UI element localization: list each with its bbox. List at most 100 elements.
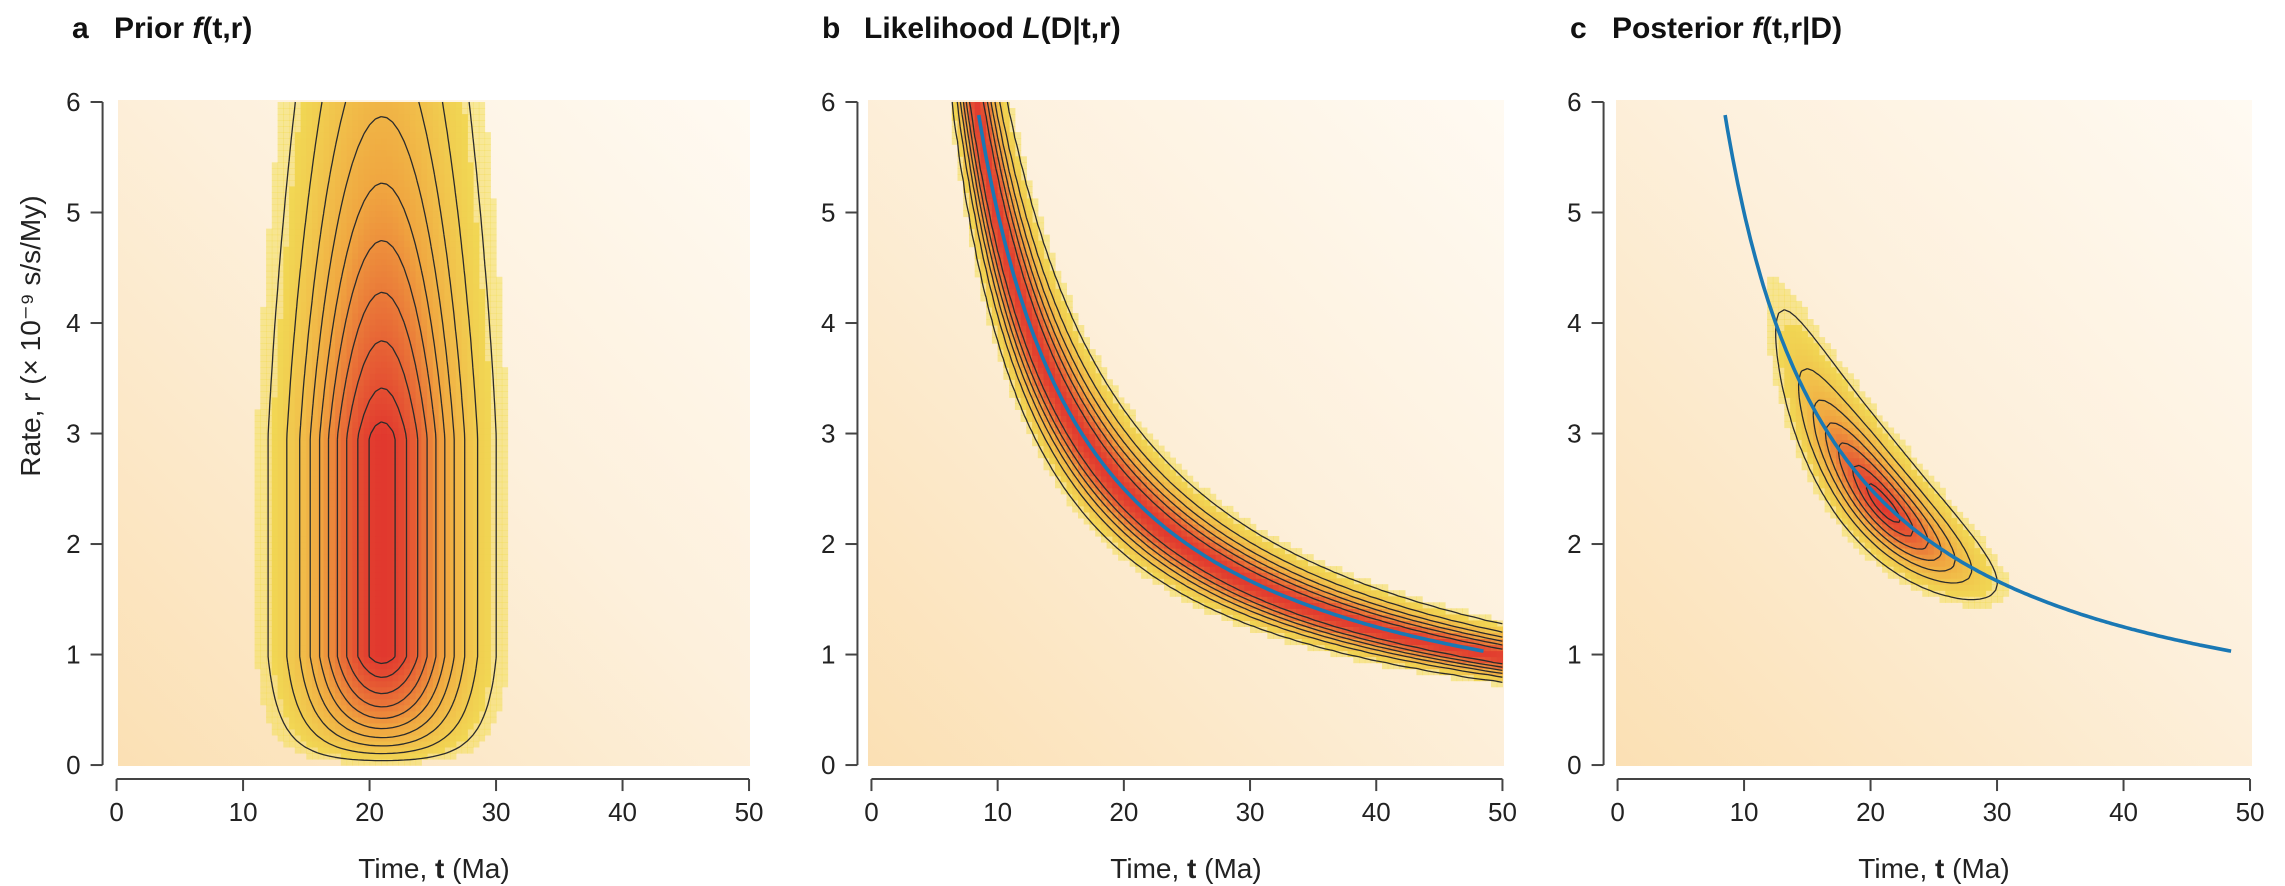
heatmap-cell	[444, 270, 451, 278]
heatmap-cell	[421, 433, 428, 441]
heatmap-cell	[432, 234, 440, 242]
heatmap-cell	[398, 373, 405, 380]
heatmap-cell	[455, 138, 463, 145]
heatmap-cell	[421, 192, 428, 199]
heatmap-cell	[329, 511, 336, 519]
heatmap-cell	[467, 614, 474, 621]
heatmap-cell	[467, 168, 474, 175]
heatmap-cell	[501, 548, 509, 555]
heatmap-cell	[300, 614, 307, 621]
heatmap-cell	[369, 493, 376, 501]
heatmap-cell	[427, 668, 434, 676]
heatmap-cell	[266, 349, 273, 356]
heatmap-cell	[317, 644, 325, 652]
heatmap-cell	[375, 469, 382, 477]
heatmap-cell	[438, 409, 445, 416]
heatmap-cell	[473, 620, 480, 627]
heatmap-cell	[283, 367, 290, 374]
heatmap-cell	[300, 662, 307, 670]
heatmap-cell	[283, 710, 290, 718]
heatmap-cell	[271, 415, 279, 422]
heatmap-cell	[346, 162, 353, 169]
heatmap-cell	[398, 150, 405, 157]
heatmap-cell	[415, 391, 422, 398]
heatmap-cell	[986, 120, 993, 127]
heatmap-cell	[467, 620, 474, 627]
heatmap-cell	[1003, 222, 1010, 230]
heatmap-cell	[289, 692, 296, 700]
heatmap-cell	[363, 204, 371, 212]
heatmap-cell	[997, 138, 1004, 145]
heatmap-cell	[381, 156, 388, 163]
heatmap-cell	[438, 716, 445, 724]
heatmap-cell	[404, 433, 411, 441]
heatmap-cell	[323, 415, 330, 422]
heatmap-cell	[352, 753, 359, 760]
heatmap-cell	[329, 596, 336, 603]
heatmap-cell	[427, 343, 434, 350]
heatmap-cell	[381, 403, 388, 410]
heatmap-cell	[386, 349, 394, 356]
heatmap-cell	[404, 680, 411, 688]
heatmap-cell	[455, 740, 463, 748]
heatmap-cell	[266, 373, 273, 380]
heatmap-cell	[421, 204, 428, 212]
heatmap-cell	[986, 264, 993, 272]
heatmap-cell	[963, 210, 970, 218]
heatmap-cell	[335, 457, 342, 465]
heatmap-cell	[450, 198, 457, 205]
heatmap-cell	[335, 626, 342, 633]
heatmap-cell	[444, 192, 451, 199]
heatmap-cell	[496, 451, 503, 459]
heatmap-cell	[1009, 361, 1016, 368]
heatmap-cell	[455, 704, 463, 712]
heatmap-cell	[404, 361, 411, 368]
heatmap-cell	[478, 530, 486, 537]
heatmap-cell	[980, 174, 987, 181]
heatmap-cell	[1003, 373, 1010, 380]
heatmap-cell	[398, 572, 405, 579]
heatmap-cell	[427, 102, 434, 109]
heatmap-cell	[375, 566, 382, 573]
heatmap-cell	[363, 499, 371, 507]
heatmap-cell	[421, 421, 428, 429]
heatmap-cell	[335, 415, 342, 422]
heatmap-cell	[306, 306, 313, 314]
heatmap-cell	[421, 753, 428, 760]
heatmap-cell	[289, 499, 296, 507]
heatmap-cell	[392, 174, 399, 181]
heatmap-cell	[271, 367, 279, 374]
heatmap-cell	[335, 102, 342, 109]
heatmap-cell	[363, 300, 371, 308]
heatmap-cell	[473, 210, 480, 218]
heatmap-cell	[450, 530, 457, 537]
heatmap-cell	[398, 554, 405, 561]
heatmap-cell	[335, 536, 342, 543]
heatmap-cell	[283, 403, 290, 410]
heatmap-cell	[450, 662, 457, 670]
heatmap-cell	[473, 674, 480, 682]
heatmap-cell	[404, 421, 411, 429]
heatmap-cell	[490, 656, 497, 664]
heatmap-cell	[1009, 132, 1016, 139]
heatmap-cell	[427, 144, 434, 151]
heatmap-cell	[335, 584, 342, 591]
heatmap-cell	[329, 710, 336, 718]
heatmap-cell	[352, 270, 359, 278]
heatmap-cell	[438, 367, 445, 374]
heatmap-cell	[478, 385, 486, 392]
heatmap-cell	[1009, 367, 1016, 374]
heatmap-cell	[484, 385, 491, 392]
heatmap-cell	[358, 548, 365, 555]
heatmap-cell	[300, 560, 307, 567]
heatmap-cell	[478, 620, 486, 627]
heatmap-cell	[312, 367, 319, 374]
heatmap-cell	[346, 337, 353, 344]
heatmap-cell	[496, 469, 503, 477]
heatmap-cell	[398, 222, 405, 230]
heatmap-cell	[473, 132, 480, 139]
heatmap-cell	[329, 740, 336, 748]
heatmap-cell	[421, 367, 428, 374]
heatmap-cell	[340, 427, 348, 435]
heatmap-cell	[421, 391, 428, 398]
